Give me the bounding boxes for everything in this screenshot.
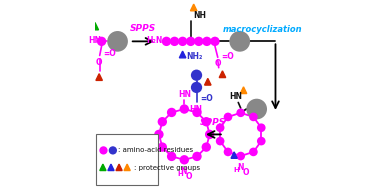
- Circle shape: [99, 146, 108, 155]
- Text: HN: HN: [179, 90, 192, 99]
- Circle shape: [154, 130, 164, 139]
- Circle shape: [257, 123, 266, 132]
- Polygon shape: [240, 87, 247, 94]
- Circle shape: [192, 108, 202, 117]
- Circle shape: [249, 148, 258, 156]
- Text: N: N: [180, 167, 187, 176]
- Circle shape: [170, 37, 179, 46]
- Circle shape: [224, 148, 232, 156]
- Circle shape: [229, 31, 250, 52]
- Circle shape: [109, 146, 117, 155]
- Circle shape: [158, 143, 167, 152]
- Text: : protective groups: : protective groups: [133, 165, 200, 171]
- Circle shape: [158, 117, 167, 126]
- Polygon shape: [116, 164, 122, 171]
- Circle shape: [205, 130, 214, 139]
- Text: N: N: [237, 163, 243, 172]
- FancyBboxPatch shape: [96, 134, 158, 185]
- Polygon shape: [219, 71, 226, 78]
- Text: O: O: [186, 172, 192, 181]
- Circle shape: [210, 37, 220, 46]
- Polygon shape: [204, 78, 211, 85]
- Text: SPPS: SPPS: [200, 118, 226, 127]
- Text: NH₂: NH₂: [186, 52, 203, 61]
- Circle shape: [192, 152, 202, 161]
- Circle shape: [178, 37, 187, 46]
- Text: O: O: [96, 58, 102, 67]
- Circle shape: [162, 37, 171, 46]
- Circle shape: [201, 143, 211, 152]
- Polygon shape: [231, 152, 237, 158]
- Text: H: H: [234, 167, 239, 173]
- Circle shape: [97, 37, 106, 46]
- Polygon shape: [124, 164, 130, 171]
- Text: H: H: [177, 171, 183, 177]
- Circle shape: [180, 104, 189, 114]
- Polygon shape: [91, 23, 99, 30]
- Polygon shape: [191, 4, 197, 11]
- Text: =O: =O: [104, 49, 116, 58]
- Text: O: O: [214, 59, 221, 68]
- Circle shape: [186, 37, 195, 46]
- Circle shape: [216, 123, 225, 132]
- Circle shape: [216, 137, 225, 146]
- Circle shape: [246, 99, 267, 119]
- Text: H₂N: H₂N: [147, 36, 163, 45]
- Circle shape: [236, 152, 245, 160]
- Circle shape: [180, 155, 189, 164]
- Text: : amino-acid residues: : amino-acid residues: [118, 147, 194, 153]
- Circle shape: [201, 117, 211, 127]
- Text: HN: HN: [189, 105, 202, 114]
- Text: HN: HN: [88, 36, 102, 45]
- Circle shape: [249, 113, 258, 121]
- Circle shape: [202, 37, 212, 46]
- Circle shape: [191, 70, 202, 81]
- Circle shape: [224, 113, 232, 121]
- Circle shape: [194, 37, 203, 46]
- Circle shape: [167, 152, 176, 161]
- Text: NH: NH: [193, 11, 206, 20]
- Polygon shape: [100, 164, 106, 171]
- Text: macrocyclization: macrocyclization: [223, 25, 302, 34]
- Polygon shape: [180, 51, 186, 58]
- Circle shape: [191, 82, 202, 93]
- Text: HN: HN: [229, 92, 243, 101]
- Text: O: O: [242, 168, 249, 177]
- Text: =O: =O: [222, 52, 234, 61]
- Text: =O: =O: [200, 94, 213, 103]
- Text: SPPS: SPPS: [130, 24, 156, 33]
- Circle shape: [236, 108, 245, 117]
- Circle shape: [167, 108, 176, 117]
- Circle shape: [107, 31, 128, 52]
- Polygon shape: [96, 74, 102, 80]
- Circle shape: [257, 137, 266, 146]
- Polygon shape: [108, 164, 114, 171]
